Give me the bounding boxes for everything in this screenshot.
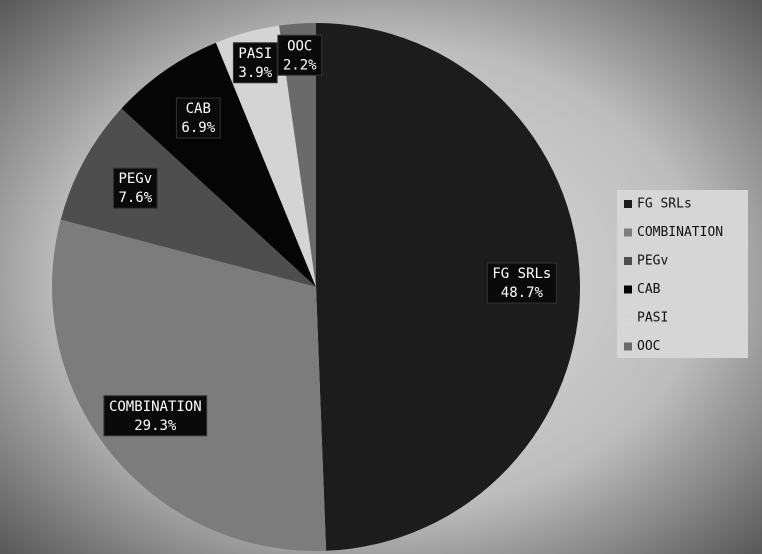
label-box	[103, 395, 208, 437]
legend-label: PEGv	[637, 254, 668, 269]
data-label: COMBINATION 29.3%	[103, 395, 208, 437]
legend-swatch	[624, 285, 632, 294]
pie-slice	[316, 23, 581, 551]
pie-slice	[215, 25, 316, 287]
label-value: 6.9%	[181, 120, 215, 136]
label-name: PASI	[238, 46, 272, 62]
label-box	[232, 42, 278, 84]
label-name: OOC	[287, 38, 312, 54]
label-box	[277, 34, 323, 76]
legend-label: OOC	[637, 339, 660, 354]
pie-slice	[60, 108, 317, 288]
label-name: FG SRLs	[492, 266, 551, 282]
data-label: PEGv 7.6%	[112, 167, 158, 209]
pie-slice	[52, 219, 327, 551]
label-name: CAB	[186, 101, 211, 117]
legend-swatch	[624, 257, 632, 265]
label-value: 48.7%	[501, 285, 544, 301]
label-box	[175, 97, 221, 139]
data-label: CAB 6.9%	[175, 97, 221, 139]
legend-swatch	[624, 228, 632, 237]
label-name: PEGv	[118, 171, 152, 187]
label-value: 7.6%	[118, 190, 152, 206]
legend-box	[617, 190, 748, 358]
label-value: 29.3%	[134, 418, 177, 434]
legend-label: CAB	[637, 282, 661, 297]
data-label: PASI 3.9%	[232, 42, 278, 84]
legend-label: FG SRLs	[637, 197, 692, 212]
label-value: 3.9%	[238, 65, 272, 81]
legend-label: COMBINATION	[637, 225, 723, 240]
label-name: COMBINATION	[109, 399, 202, 415]
legend-label: PASI	[637, 311, 668, 326]
label-value: 2.2%	[283, 57, 317, 73]
label-box	[486, 262, 557, 304]
data-label: FG SRLs 48.7%	[486, 262, 557, 304]
label-box	[112, 167, 158, 209]
pie-slice	[279, 23, 316, 287]
legend-swatch	[624, 342, 632, 351]
legend-swatch	[624, 200, 632, 208]
legend-swatch	[624, 314, 632, 322]
data-label: OOC 2.2%	[277, 34, 323, 76]
pie-slice	[121, 42, 316, 287]
